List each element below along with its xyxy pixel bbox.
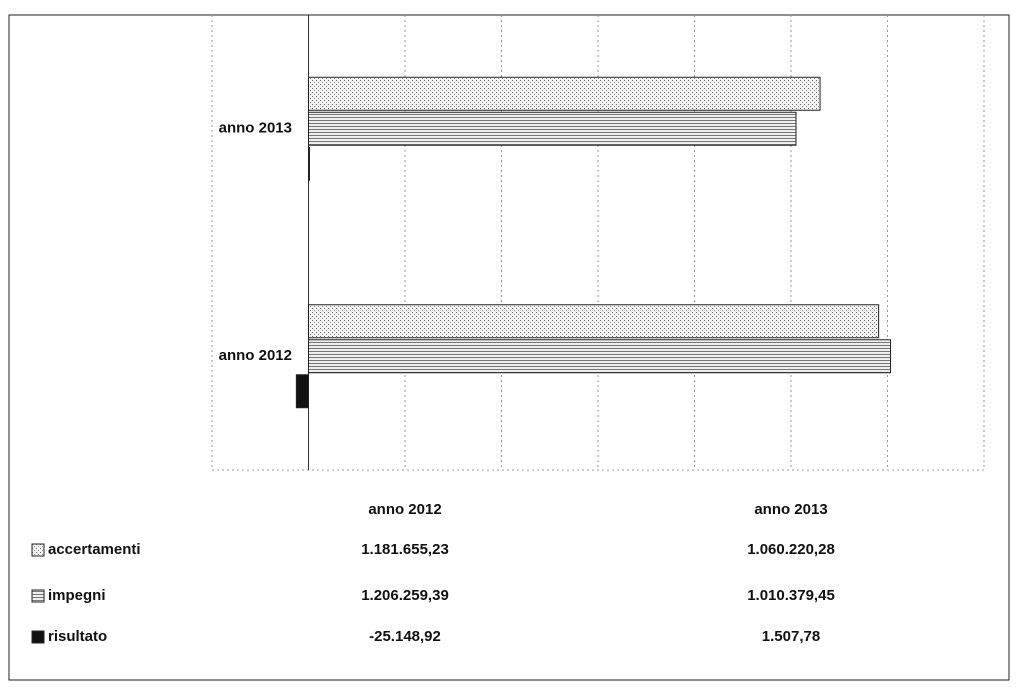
legend-swatch <box>31 630 45 644</box>
legend-swatch <box>31 543 45 557</box>
bar <box>308 111 797 146</box>
bar <box>295 374 309 409</box>
table-value: 1.181.655,23 <box>361 541 449 558</box>
table-value: -25.148,92 <box>369 628 441 645</box>
table-value: 1.010.379,45 <box>747 587 835 604</box>
bar <box>308 304 880 339</box>
table-value: 1.206.259,39 <box>361 587 449 604</box>
bar <box>308 76 821 111</box>
y-tick-label: anno 2012 <box>219 347 292 364</box>
y-tick-label: anno 2013 <box>219 120 292 137</box>
table-value: 1.507,78 <box>762 628 820 645</box>
bar <box>308 339 892 374</box>
legend-label: accertamenti <box>48 541 141 558</box>
table-value: 1.060.220,28 <box>747 541 835 558</box>
legend-swatch <box>31 589 45 603</box>
table-header: anno 2012 <box>368 501 441 518</box>
bar <box>308 146 310 181</box>
table-header: anno 2013 <box>754 501 827 518</box>
frame <box>8 14 1010 681</box>
legend-label: impegni <box>48 587 106 604</box>
legend-label: risultato <box>48 628 107 645</box>
